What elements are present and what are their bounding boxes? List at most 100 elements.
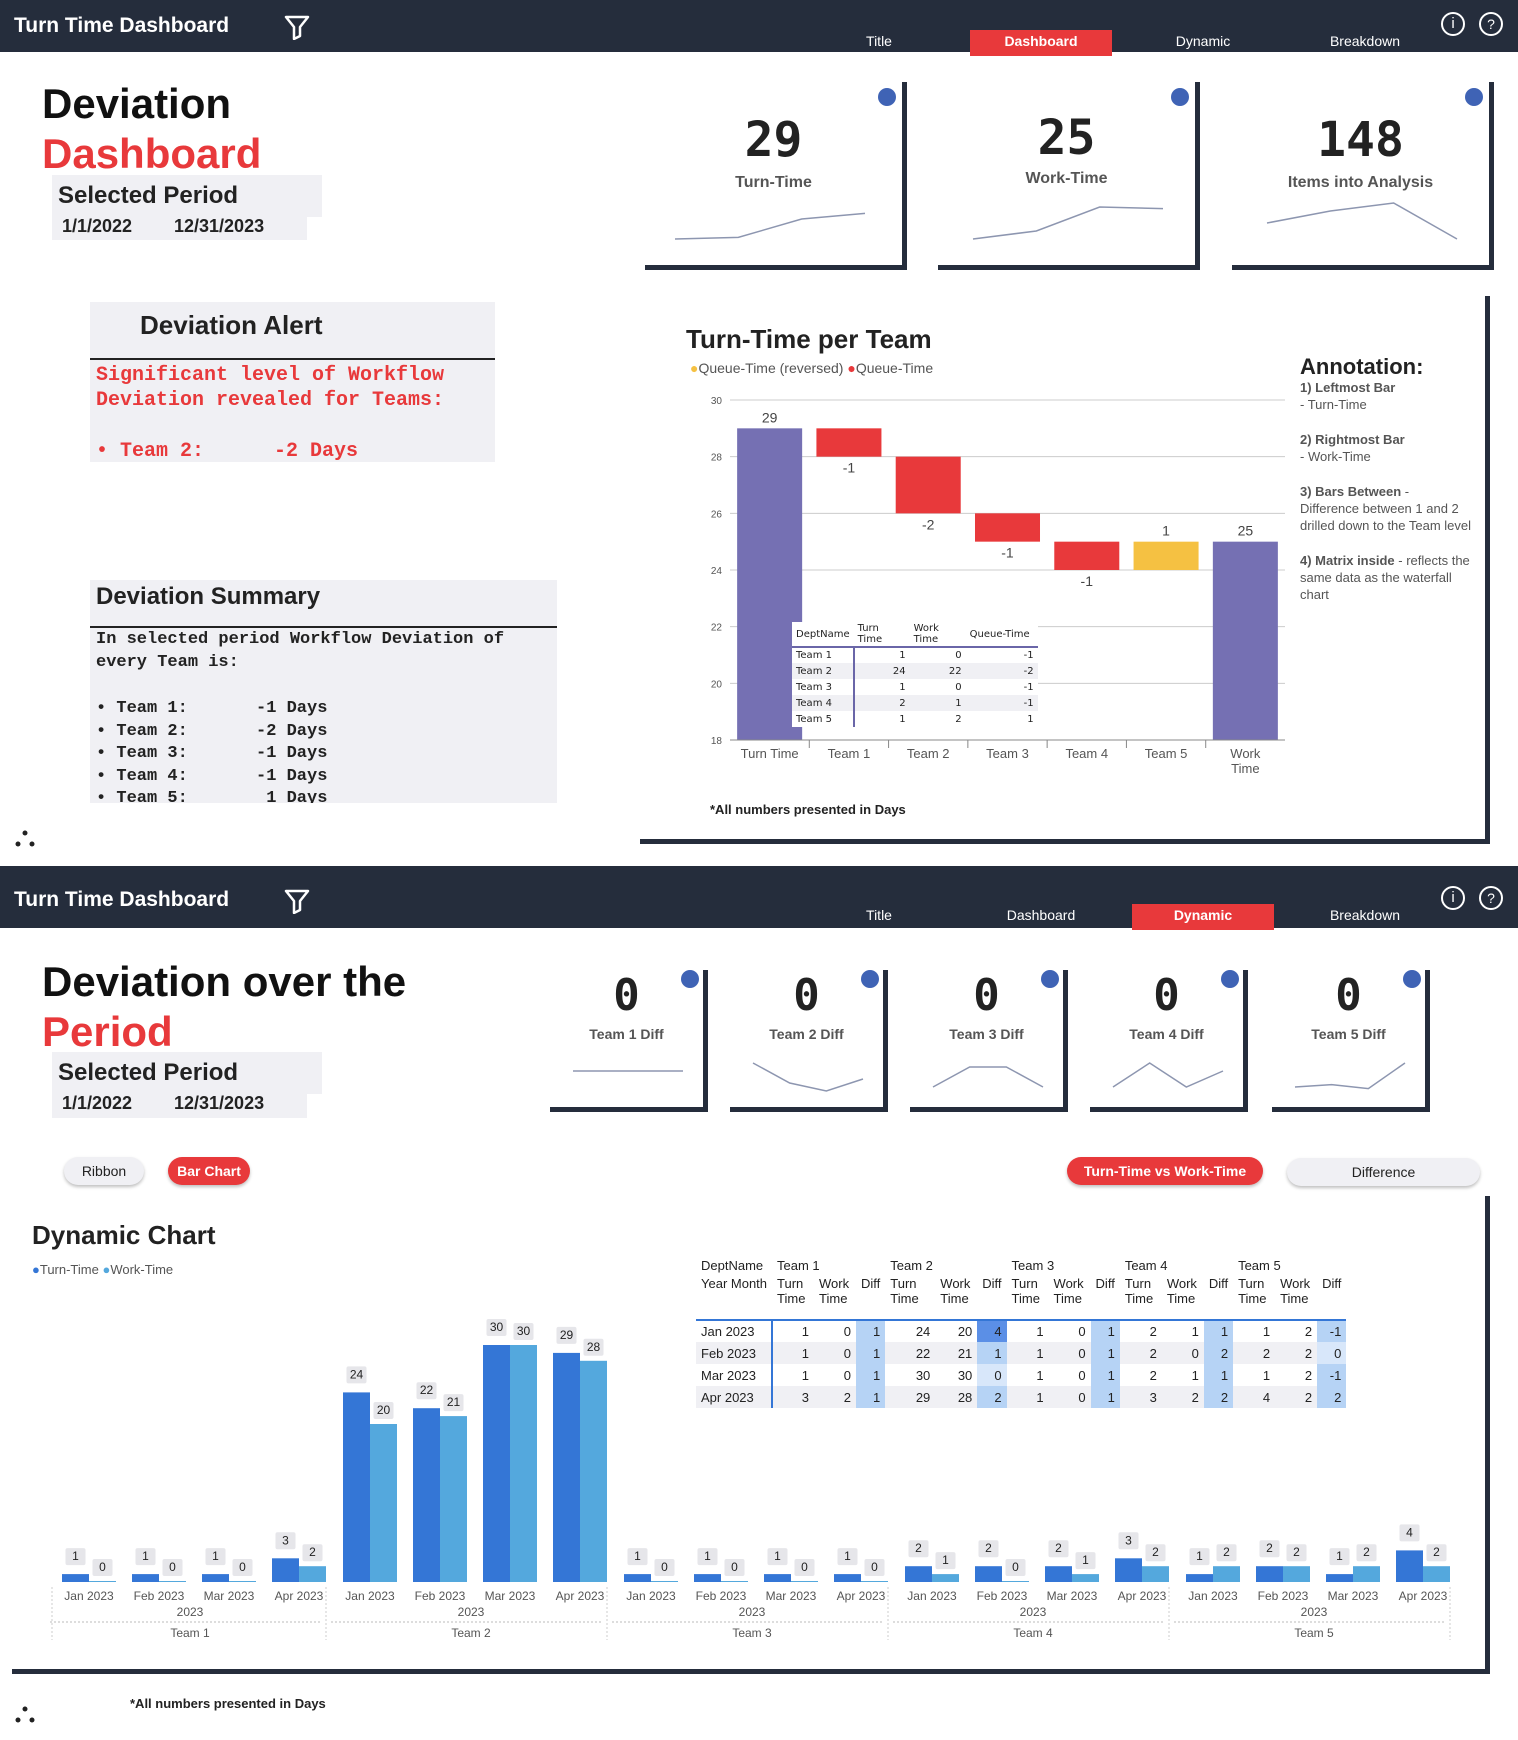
data-label-bg [908,1540,929,1558]
matrix-cell: Team 3 [792,679,855,695]
table-cell-month: Mar 2023 [696,1364,774,1386]
bar-data-label: 30 [517,1324,531,1338]
sparkline-line [1266,202,1458,240]
table-team-header: Team 2 [890,1257,933,1273]
dynamic-legend: ●Turn-Time ●Work-Time [32,1262,173,1277]
bar-data-label: 0 [661,1560,668,1574]
bar-data-label: 20 [377,1403,391,1417]
annotation-item3-dash: - [1401,484,1410,499]
table-cell-diff: 0 [977,1364,1007,1386]
x-month-label: Apr 2023 [556,1589,605,1603]
kpi-value: 0 [1153,970,1180,1021]
work-time-bar [510,1345,537,1582]
table-cell: 24 [915,1324,931,1339]
table-cell-month: Feb 2023 [696,1342,774,1364]
data-label-bg [1399,1524,1420,1542]
bar-data-label: 2 [1266,1541,1273,1555]
y-tick-label: 28 [711,453,723,464]
tab-dynamic[interactable]: Dynamic [1132,904,1274,930]
deviation-alert-title: Deviation Alert [140,310,323,340]
team-month-matrix: DeptName Team 1 Team 2 Team 3 Team 4 Team 5 Ye… [696,1254,1347,1408]
table-cell: 30 [915,1367,931,1383]
table-cell-diff: 4 [977,1320,1007,1342]
info-icon[interactable]: i [1441,886,1465,910]
x-month-label: Feb 2023 [977,1589,1028,1603]
tab-dashboard[interactable]: Dashboard [970,30,1112,56]
bar-data-label: 3 [282,1533,289,1547]
kpi-sparkline [573,1070,683,1072]
table-cell: 30 [957,1367,973,1383]
table-cell: 2 [1149,1367,1157,1383]
table-team-header: Team 3 [1011,1257,1055,1273]
kpi-sparkline [752,1062,864,1092]
data-label-bg [794,1559,815,1576]
data-label-bg [1286,1544,1307,1562]
table-subheader: Work Time [1280,1276,1311,1306]
bar-chart-button[interactable]: Bar Chart [168,1157,250,1185]
data-label-bg [486,1319,507,1336]
table-cell: 1 [1262,1324,1271,1339]
table-cell-month: Apr 2023 [696,1386,774,1408]
ribbon-button[interactable]: Ribbon [64,1157,144,1185]
table-team-header: Team 1 [777,1257,820,1273]
info-icon[interactable]: i [1441,12,1465,36]
summary-item-value: -1 Days [256,744,328,763]
help-icon[interactable]: ? [1479,886,1503,910]
difference-button[interactable]: Difference [1287,1158,1480,1186]
table-subheader: Work Time [1053,1276,1084,1306]
tab-title[interactable]: Title [866,33,892,49]
bar-data-label: 2 [1055,1541,1062,1555]
bar-data-label: 2 [1433,1545,1440,1559]
work-time-bar [159,1581,186,1582]
turn-vs-work-button[interactable]: Turn-Time vs Work-Time [1067,1157,1263,1185]
turn-time-bar [764,1574,791,1582]
x-month-label: Apr 2023 [837,1589,886,1603]
help-icon[interactable]: ? [1479,12,1503,36]
x-year-label: 2023 [177,1605,204,1619]
matrix-cell: -1 [1023,697,1034,709]
tab-dynamic[interactable]: Dynamic [1175,33,1231,49]
table-team-header: Team 5 [1238,1257,1281,1273]
annotation-panel: Annotation: 1) Leftmost Bar - Turn-Time … [1300,354,1480,603]
work-time-bar [440,1416,467,1582]
work-time-bar [1353,1566,1380,1582]
bar-data-label: 1 [774,1549,781,1563]
selected-period-label: Selected Period [58,182,239,209]
x-month-label: Apr 2023 [275,1589,324,1603]
matrix-row: Team 1 1 0 -1 [792,647,1038,663]
kpi-value: 25 [1037,110,1096,166]
legend-item: Queue-Time [855,360,934,376]
bar-data-label: 2 [915,1541,922,1555]
kpi-indicator-dot [861,970,879,988]
matrix-cell: 2 [899,697,906,709]
tab-breakdown[interactable]: Breakdown [1329,907,1401,923]
table-header: DeptName [701,1257,764,1273]
matrix-cell: 1 [899,713,906,725]
kpi-value: 29 [744,112,803,168]
turn-time-bar [202,1574,229,1582]
filter-icon[interactable] [284,14,310,40]
work-time-bar [1283,1566,1310,1582]
table-row: Jan 2023 1 0 1 24 20 4 1 0 1 2 1 1 1 2 -1 [696,1320,1347,1342]
table-cell-diff: -1 [1317,1320,1347,1342]
tab-dashboard[interactable]: Dashboard [1006,907,1076,923]
selected-period-label: Selected Period [58,1059,239,1086]
summary-item-team: • Team 2: [96,721,188,741]
annotation-title: Annotation: [1300,354,1424,379]
bar-data-label: 2 [309,1545,316,1559]
kpi-indicator-dot [878,88,896,106]
x-month-label: Mar 2023 [1047,1589,1098,1603]
tab-title[interactable]: Title [866,907,892,923]
data-label-bg [837,1548,858,1566]
kpi-sparkline [1266,202,1458,240]
data-label-bg [232,1559,253,1576]
x-month-label: Jan 2023 [907,1589,957,1603]
table-cell: 20 [957,1324,973,1339]
filter-icon[interactable] [284,888,310,914]
bar-data-label: 1 [704,1549,711,1563]
work-time-bar [791,1581,818,1582]
tab-breakdown[interactable]: Breakdown [1329,33,1401,49]
work-time-bar [580,1360,607,1582]
table-subheader: Diff [982,1276,1002,1291]
table-cell-diff: 1 [1203,1364,1234,1386]
